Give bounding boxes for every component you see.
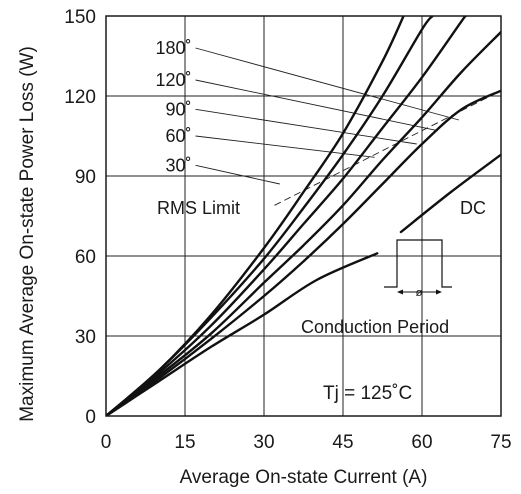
period-arrow-left xyxy=(397,289,403,295)
series-line-120 xyxy=(106,16,434,416)
y-tick-label: 150 xyxy=(64,7,96,28)
y-tick-label: 60 xyxy=(75,247,96,268)
period-arrow-right xyxy=(436,289,442,295)
series-line-180 xyxy=(106,16,405,416)
y-tick-label: 90 xyxy=(75,167,96,188)
x-tick-label: 45 xyxy=(332,432,353,453)
leader-line-180 xyxy=(195,47,459,121)
x-tick-label: 15 xyxy=(174,432,195,453)
curve-label-120: 120˚ xyxy=(156,70,192,90)
dc-label: DC xyxy=(460,198,486,218)
x-tick-label: 75 xyxy=(490,432,511,453)
leader-line-90 xyxy=(195,108,417,145)
pulse-waveform xyxy=(384,239,452,288)
leader-line-30 xyxy=(195,164,280,185)
x-tick-label: 0 xyxy=(101,432,112,453)
series-curves xyxy=(106,16,501,416)
series-line-30 xyxy=(106,89,501,416)
series-line-dc xyxy=(106,252,379,416)
curve-label-60: 60˚ xyxy=(166,126,192,146)
leader-line-120 xyxy=(195,79,438,132)
phi-label: ø xyxy=(416,287,423,299)
y-tick-label: 30 xyxy=(75,327,96,348)
y-tick-labels: 0 30 60 90 120 150 xyxy=(64,7,96,428)
curve-label-180: 180˚ xyxy=(156,38,192,58)
x-tick-label: 60 xyxy=(411,432,432,453)
series-line-90 xyxy=(106,16,468,416)
junction-temperature-label: Tj = 125˚C xyxy=(323,383,412,404)
conduction-pulse-diagram xyxy=(384,239,452,295)
rms-limit-line xyxy=(274,90,502,206)
grid-lines xyxy=(106,16,501,416)
conduction-period-label: Conduction Period xyxy=(301,317,449,337)
x-axis-title: Average On-state Current (A) xyxy=(180,467,428,488)
x-tick-label: 30 xyxy=(253,432,274,453)
y-tick-label: 0 xyxy=(85,407,96,428)
plot-frame xyxy=(105,15,502,417)
y-tick-label: 120 xyxy=(64,87,96,108)
curve-label-90: 90˚ xyxy=(166,99,192,119)
series-line-dc-upper xyxy=(399,153,501,234)
curve-labels: 180˚ 120˚ 90˚ 60˚ 30˚ xyxy=(156,38,192,175)
rms-limit-label: RMS Limit xyxy=(157,198,240,218)
curve-label-30: 30˚ xyxy=(166,155,192,175)
x-tick-labels: 0 15 30 45 60 75 xyxy=(101,432,512,453)
y-axis-title: Maximum Average On-state Power Loss (W) xyxy=(17,46,38,422)
series-line-60 xyxy=(106,30,501,416)
